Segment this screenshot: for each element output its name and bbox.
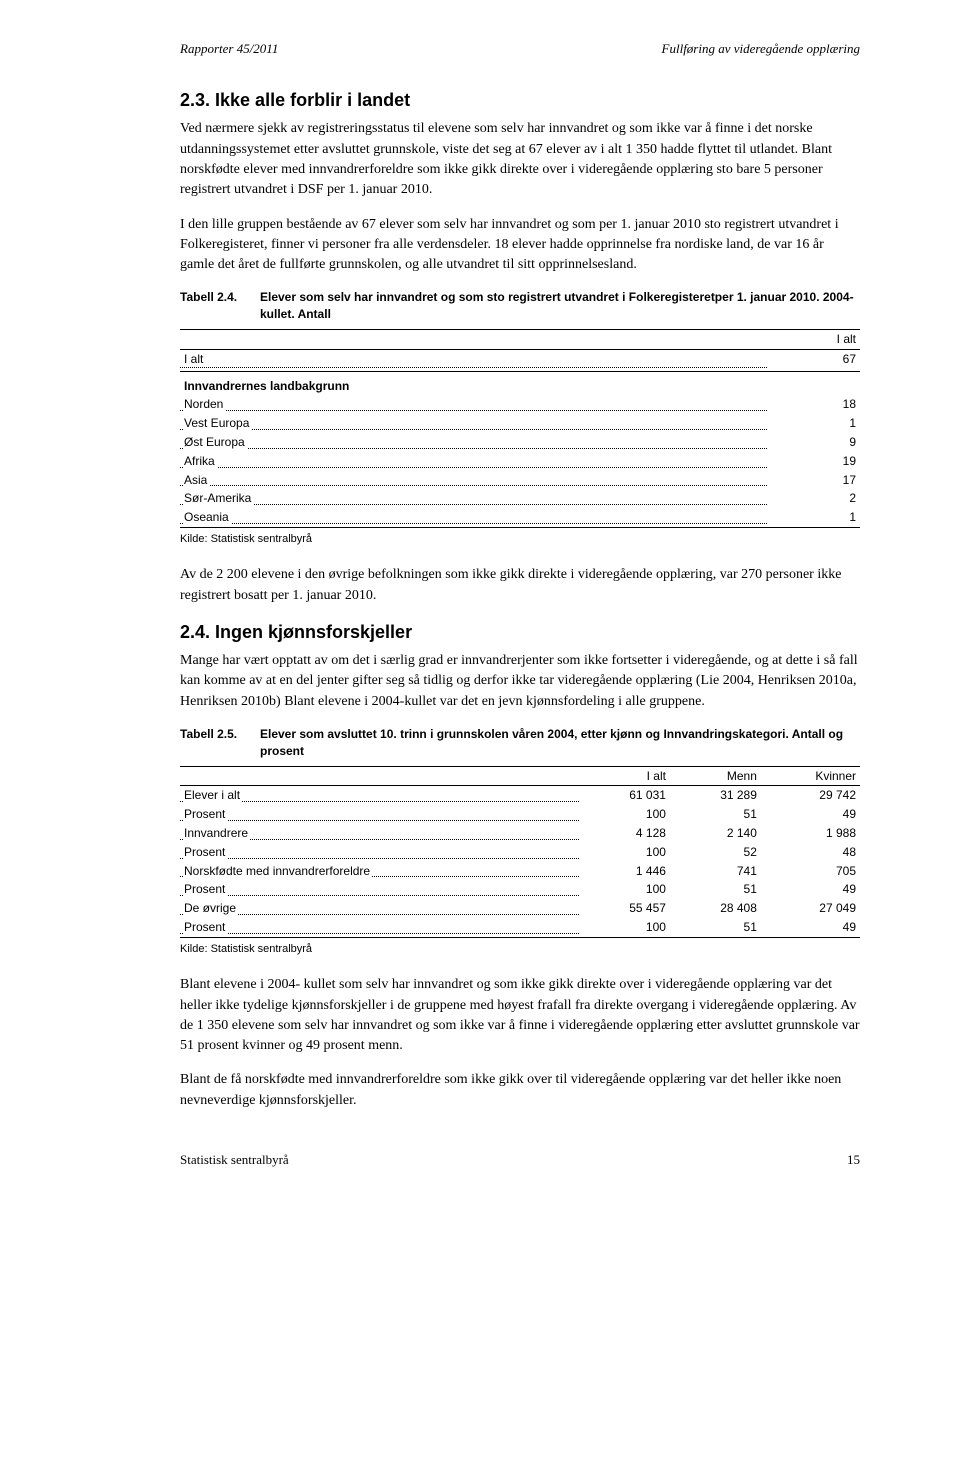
table-column-header: I alt [579, 766, 670, 786]
table-row-menn: 51 [670, 918, 761, 937]
table-row-label: Prosent [180, 843, 579, 862]
table-row-label: Innvandrere [180, 824, 579, 843]
table-row-label: Oseania [180, 508, 767, 527]
table-row-label: Sør-Amerika [180, 489, 767, 508]
page-header: Rapporter 45/2011 Fullføring av videregå… [180, 40, 860, 58]
table-row-label: Prosent [180, 918, 579, 937]
table-row-ialt: 61 031 [579, 786, 670, 805]
table-row-kvinner: 705 [761, 862, 860, 881]
table-row-label: Afrika [180, 452, 767, 471]
table-2-5: I altMennKvinner Elever i alt61 03131 28… [180, 766, 860, 938]
table-column-header: Menn [670, 766, 761, 786]
table-row-value: 67 [767, 349, 860, 371]
table-row-value: 9 [767, 433, 860, 452]
table-2-5-caption: Tabell 2.5. Elever som avsluttet 10. tri… [180, 726, 860, 760]
table-2-4-col-ialt: I alt [767, 330, 860, 350]
section-2-3-para-1: Ved nærmere sjekk av registreringsstatus… [180, 119, 860, 200]
footer-page-number: 15 [847, 1151, 860, 1169]
section-2-4-heading: 2.4. Ingen kjønnsforskjeller [180, 620, 860, 645]
table-row-menn: 52 [670, 843, 761, 862]
para-after-table-2-5-b: Blant de få norskfødte med innvandrerfor… [180, 1070, 860, 1111]
table-row-kvinner: 27 049 [761, 899, 860, 918]
table-row-kvinner: 49 [761, 918, 860, 937]
table-row-ialt: 100 [579, 843, 670, 862]
table-row-label: Prosent [180, 805, 579, 824]
table-row-kvinner: 49 [761, 805, 860, 824]
section-2-3-heading: 2.3. Ikke alle forblir i landet [180, 88, 860, 113]
table-row-ialt: 100 [579, 880, 670, 899]
table-row-ialt: 4 128 [579, 824, 670, 843]
table-row-value: 17 [767, 471, 860, 490]
table-row-menn: 2 140 [670, 824, 761, 843]
section-2-3-para-2: I den lille gruppen bestående av 67 elev… [180, 215, 860, 276]
table-row-value: 2 [767, 489, 860, 508]
table-row-label: Øst Europa [180, 433, 767, 452]
table-column-header: Kvinner [761, 766, 860, 786]
table-row-menn: 51 [670, 805, 761, 824]
table-2-4-source: Kilde: Statistisk sentralbyrå [180, 532, 860, 547]
table-row-kvinner: 49 [761, 880, 860, 899]
report-number: Rapporter 45/2011 [180, 40, 278, 58]
table-row-kvinner: 48 [761, 843, 860, 862]
report-title: Fullføring av videregående opplæring [662, 40, 860, 58]
table-row-value: 18 [767, 395, 860, 414]
para-after-table-2-5-a: Blant elevene i 2004- kullet som selv ha… [180, 975, 860, 1056]
table-row-label: De øvrige [180, 899, 579, 918]
page-footer: Statistisk sentralbyrå 15 [180, 1151, 860, 1169]
table-row-value: 1 [767, 508, 860, 527]
table-row-ialt: 1 446 [579, 862, 670, 881]
table-column-header [180, 766, 579, 786]
table-row-label: Norden [180, 395, 767, 414]
table-row-value: 1 [767, 414, 860, 433]
table-row-label: Prosent [180, 880, 579, 899]
table-row-menn: 51 [670, 880, 761, 899]
table-2-4-caption: Tabell 2.4. Elever som selv har innvandr… [180, 289, 860, 323]
para-after-table-2-4: Av de 2 200 elevene i den øvrige befolkn… [180, 565, 860, 606]
table-2-5-source: Kilde: Statistisk sentralbyrå [180, 942, 860, 957]
section-2-4-para-1: Mange har vært opptatt av om det i særli… [180, 651, 860, 712]
table-row-menn: 31 289 [670, 786, 761, 805]
table-2-5-caption-text: Elever som avsluttet 10. trinn i grunnsk… [260, 726, 860, 760]
table-row-label: Elever i alt [180, 786, 579, 805]
footer-publisher: Statistisk sentralbyrå [180, 1151, 289, 1169]
table-2-4: I alt I alt67Innvandrernes landbakgrunnN… [180, 329, 860, 528]
table-row-label: Vest Europa [180, 414, 767, 433]
table-row-label: Asia [180, 471, 767, 490]
table-row-label: Norskfødte med innvandrerforeldre [180, 862, 579, 881]
table-2-4-label: Tabell 2.4. [180, 289, 260, 323]
table-row-menn: 741 [670, 862, 761, 881]
table-2-4-caption-text: Elever som selv har innvandret og som st… [260, 289, 860, 323]
table-row-menn: 28 408 [670, 899, 761, 918]
table-row-label: I alt [180, 349, 767, 371]
table-row-kvinner: 29 742 [761, 786, 860, 805]
table-subhead: Innvandrernes landbakgrunn [180, 371, 767, 395]
table-row-ialt: 55 457 [579, 899, 670, 918]
table-row-ialt: 100 [579, 805, 670, 824]
table-row-ialt: 100 [579, 918, 670, 937]
table-row-value: 19 [767, 452, 860, 471]
table-2-5-label: Tabell 2.5. [180, 726, 260, 760]
table-row-kvinner: 1 988 [761, 824, 860, 843]
